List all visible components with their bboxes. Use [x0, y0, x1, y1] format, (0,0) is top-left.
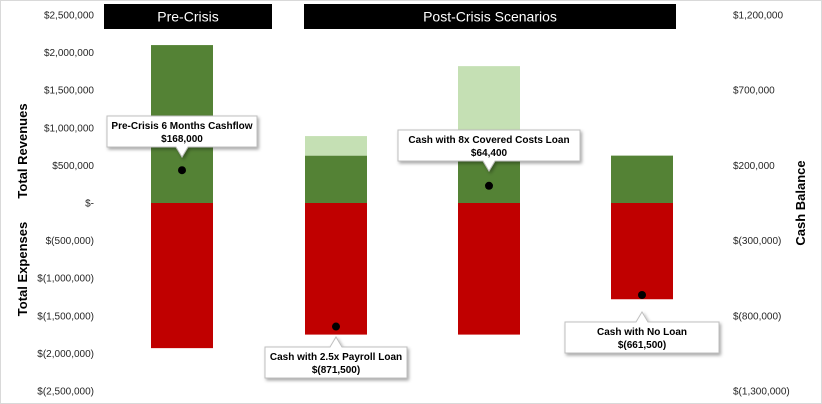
y-left-tick-label: $2,500,000 [44, 11, 94, 22]
callout-title: Cash with No Loan [597, 327, 687, 338]
y-left-title-bottom: Total Expenses [15, 222, 30, 316]
callout-box-2 [264, 336, 408, 379]
y-left-tick-label: $- [85, 199, 94, 210]
bar-expenses-3 [458, 203, 520, 335]
bar-loan-2 [305, 136, 367, 156]
bar-revenue-2 [305, 155, 367, 203]
y-right-tick-label: $(300,000) [733, 236, 781, 247]
bar-expenses-4 [611, 203, 673, 300]
y-right-tick-label: $700,000 [733, 86, 775, 97]
cash-balance-point-1 [178, 166, 186, 175]
cash-balance-point-4 [638, 290, 646, 299]
y-right-tick-label: $1,200,000 [733, 11, 783, 22]
y-left-tick-label: $(2,500,000) [37, 387, 94, 398]
y-left-tick-label: $1,000,000 [44, 123, 94, 134]
y-right-tick-label: $(1,300,000) [733, 387, 790, 398]
callout-title: Cash with 2.5x Payroll Loan [270, 352, 402, 363]
y-right-tick-label: $(800,000) [733, 311, 781, 322]
callout-value: $(661,500) [618, 340, 666, 351]
bar-expenses-2 [305, 203, 367, 335]
header-banner-label: Pre-Crisis [157, 9, 218, 25]
y-left-tick-label: $2,000,000 [44, 48, 94, 59]
y-right-title: Cash Balance [793, 160, 808, 245]
y-left-tick-label: $(2,000,000) [37, 349, 94, 360]
callout-value: $(871,500) [312, 365, 360, 376]
callout-title: Pre-Crisis 6 Months Cashflow [111, 121, 252, 132]
header-banner-2 [304, 4, 676, 29]
callout-value: $168,000 [161, 134, 203, 145]
y-left-tick-label: $(1,500,000) [37, 311, 94, 322]
callout-box-4 [564, 311, 720, 354]
callout-box-3 [397, 129, 581, 172]
y-left-tick-label: $(1,000,000) [37, 274, 94, 285]
y-left-tick-label: $(500,000) [46, 236, 94, 247]
callout-box-1 [106, 115, 258, 158]
bar-revenue-4 [611, 155, 673, 203]
y-left-title-top: Total Revenues [15, 103, 30, 198]
callout-value: $64,400 [471, 148, 508, 159]
cash-balance-point-3 [485, 181, 493, 190]
y-left-tick-label: $500,000 [52, 161, 94, 172]
header-banner-1 [104, 4, 272, 29]
y-right-tick-label: $200,000 [733, 161, 775, 172]
callout-title: Cash with 8x Covered Costs Loan [408, 135, 569, 146]
y-left-tick-label: $1,500,000 [44, 86, 94, 97]
cash-balance-point-2 [332, 322, 340, 331]
header-banner-label: Post-Crisis Scenarios [423, 9, 557, 25]
bar-expenses-1 [151, 203, 213, 349]
